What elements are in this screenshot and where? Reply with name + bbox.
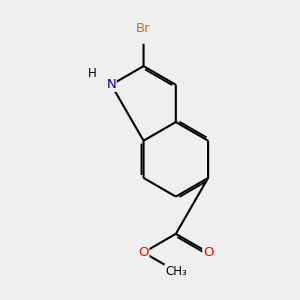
Text: CH₃: CH₃ [165, 265, 187, 278]
Text: N: N [106, 78, 116, 91]
Text: O: O [138, 246, 149, 259]
Text: O: O [203, 246, 213, 259]
Text: Br: Br [136, 22, 151, 35]
Text: H: H [88, 67, 96, 80]
